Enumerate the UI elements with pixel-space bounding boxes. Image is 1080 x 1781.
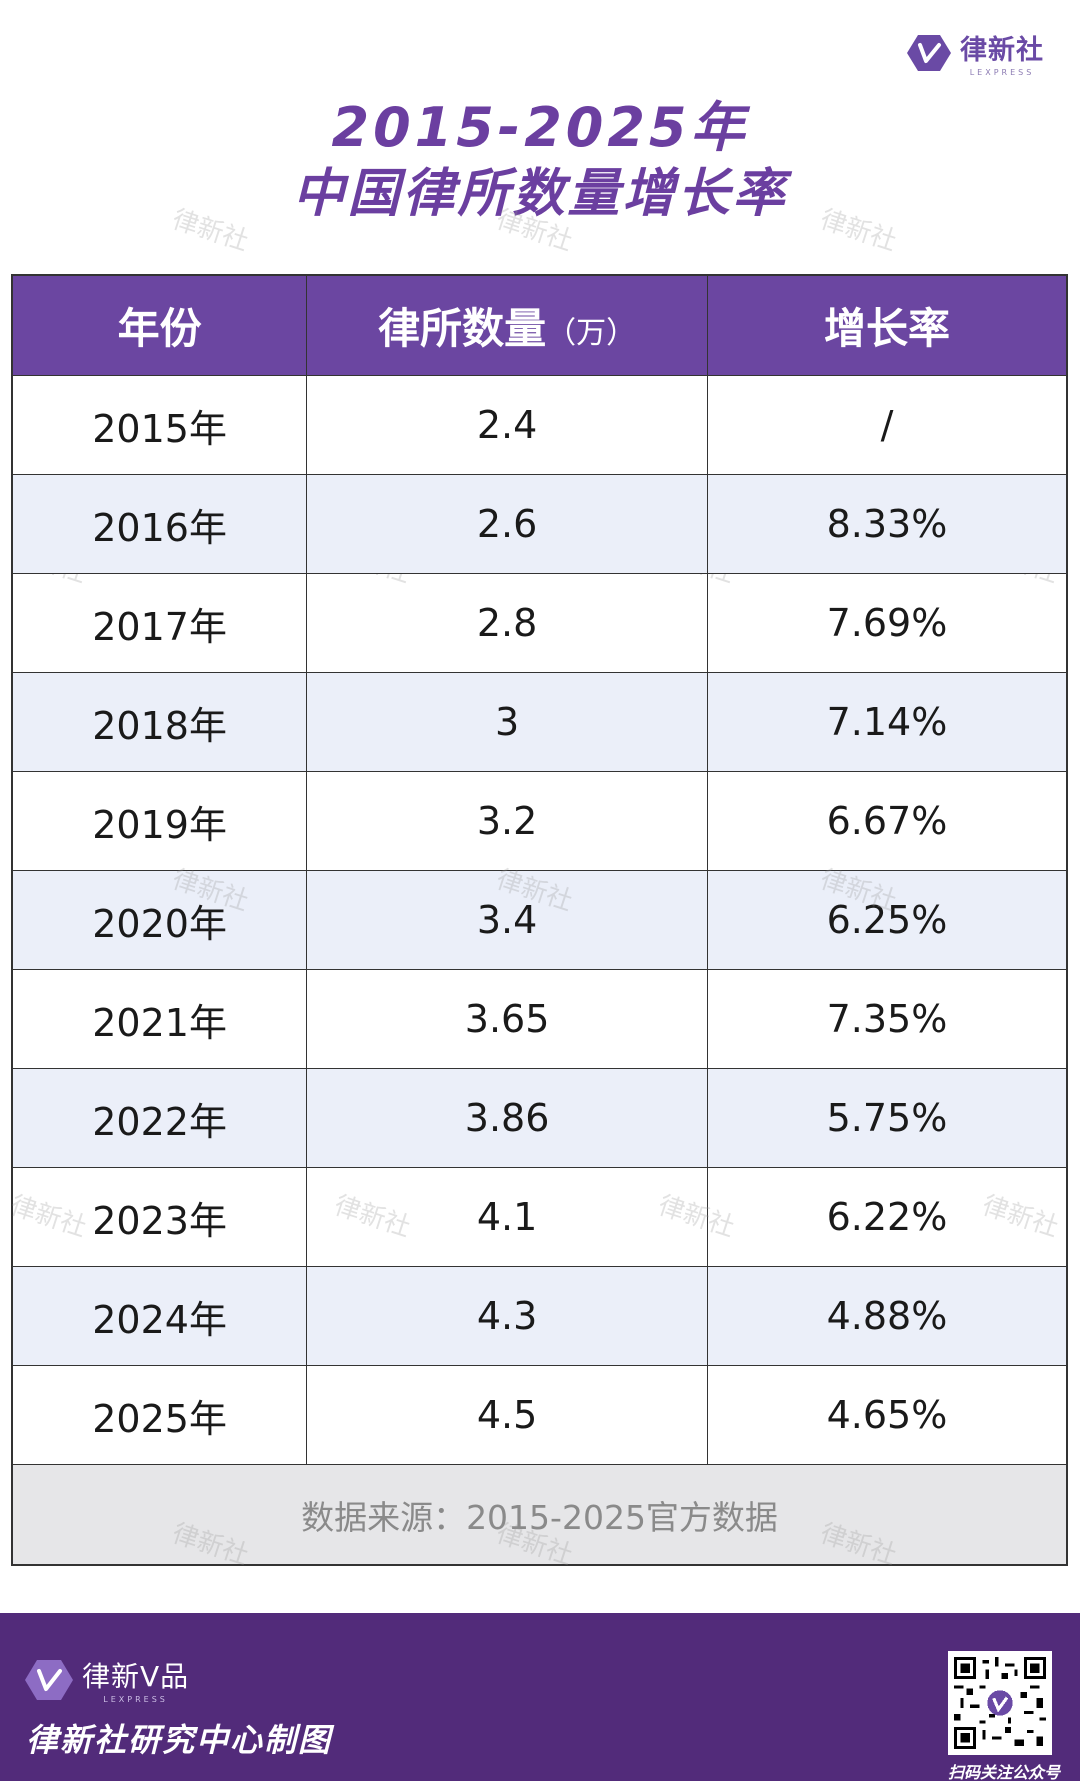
- source-row: 数据来源：2015-2025官方数据: [12, 1464, 1067, 1565]
- cell-rate: 8.33%: [706, 474, 1068, 574]
- footer-brand-name: 律新V品: [82, 1660, 190, 1693]
- cell-year: 2018年: [11, 672, 308, 772]
- cell-count: 3.2: [306, 771, 708, 871]
- cell-rate: 6.67%: [706, 771, 1068, 871]
- footer-credit: 律新社研究中心制图: [26, 1721, 333, 1759]
- cell-year: 2024年: [11, 1266, 308, 1366]
- footer-brand: 律新V品 LEXPRESS: [24, 1655, 189, 1704]
- qr-caption: 扫码关注公众号: [947, 1763, 1060, 1781]
- cell-rate: 7.14%: [706, 672, 1068, 772]
- cell-count: 3.86: [306, 1068, 708, 1168]
- table-row: 2018年 3 7.14%: [11, 672, 1068, 772]
- header-year: 年份: [11, 275, 308, 376]
- cell-rate: 4.88%: [706, 1266, 1068, 1366]
- cell-year: 2021年: [11, 969, 308, 1069]
- table-row: 2021年 3.65 7.35%: [11, 969, 1068, 1069]
- data-source: 数据来源：2015-2025官方数据: [12, 1464, 1067, 1565]
- header-count: 律所数量（万）: [306, 275, 708, 376]
- cell-year: 2022年: [11, 1068, 308, 1168]
- header-count-label: 律所数量: [378, 304, 547, 353]
- cell-year: 2015年: [11, 375, 308, 475]
- law-firm-growth-table: 年份 律所数量（万） 增长率 2015年 2.4 / 2016年 2.6 8.3…: [11, 274, 1068, 1566]
- cell-rate: 6.22%: [706, 1167, 1068, 1267]
- logo-name: 律新社: [960, 35, 1044, 66]
- table-row: 2023年 4.1 6.22%: [11, 1167, 1068, 1267]
- title-line-2: 中国律所数量增长率: [292, 164, 788, 224]
- cell-year: 2023年: [11, 1167, 308, 1267]
- cell-count: 2.6: [306, 474, 708, 574]
- title-line-1: 2015-2025年: [331, 96, 749, 159]
- cell-rate: 7.69%: [706, 573, 1068, 673]
- table-row: 2019年 3.2 6.67%: [11, 771, 1068, 871]
- qr-code[interactable]: [948, 1651, 1052, 1755]
- footer-brand-en: LEXPRESS: [103, 1695, 168, 1704]
- table-row: 2022年 3.86 5.75%: [11, 1068, 1068, 1168]
- cell-count: 4.3: [306, 1266, 708, 1366]
- cell-count: 3: [306, 672, 708, 772]
- page-title: 2015-2025年 中国律所数量增长率: [0, 95, 1080, 227]
- table-row: 2015年 2.4 /: [11, 375, 1068, 475]
- cell-count: 3.65: [306, 969, 708, 1069]
- cell-year: 2019年: [11, 771, 308, 871]
- table-row: 2024年 4.3 4.88%: [11, 1266, 1068, 1366]
- table-header-row: 年份 律所数量（万） 增长率: [11, 275, 1068, 376]
- brand-logo: 律新社 LEXPRESS: [906, 28, 1044, 77]
- table-row: 2020年 3.4 6.25%: [11, 870, 1068, 970]
- cell-count: 4.1: [306, 1167, 708, 1267]
- lexpress-logo-icon: [25, 1659, 73, 1700]
- cell-year: 2020年: [11, 870, 308, 970]
- header-rate: 增长率: [706, 275, 1068, 376]
- table-row: 2025年 4.5 4.65%: [11, 1365, 1068, 1465]
- cell-year: 2025年: [11, 1365, 308, 1465]
- cell-rate: 7.35%: [706, 969, 1068, 1069]
- cell-rate: 6.25%: [706, 870, 1068, 970]
- cell-count: 4.5: [306, 1365, 708, 1465]
- table-row: 2016年 2.6 8.33%: [11, 474, 1068, 574]
- cell-count: 2.4: [306, 375, 708, 475]
- cell-rate: 4.65%: [706, 1365, 1068, 1465]
- footer-banner: 律新V品 LEXPRESS 律新社研究中心制图: [0, 1613, 1080, 1781]
- cell-count: 2.8: [306, 573, 708, 673]
- qr-code-icon: [954, 1657, 1046, 1749]
- table-row: 2017年 2.8 7.69%: [11, 573, 1068, 673]
- lexpress-logo-icon: [907, 34, 951, 71]
- cell-year: 2017年: [11, 573, 308, 673]
- cell-rate: 5.75%: [706, 1068, 1068, 1168]
- cell-rate: /: [706, 375, 1068, 475]
- cell-year: 2016年: [11, 474, 308, 574]
- cell-count: 3.4: [306, 870, 708, 970]
- logo-en: LEXPRESS: [969, 68, 1035, 77]
- header-count-unit: （万）: [546, 316, 637, 351]
